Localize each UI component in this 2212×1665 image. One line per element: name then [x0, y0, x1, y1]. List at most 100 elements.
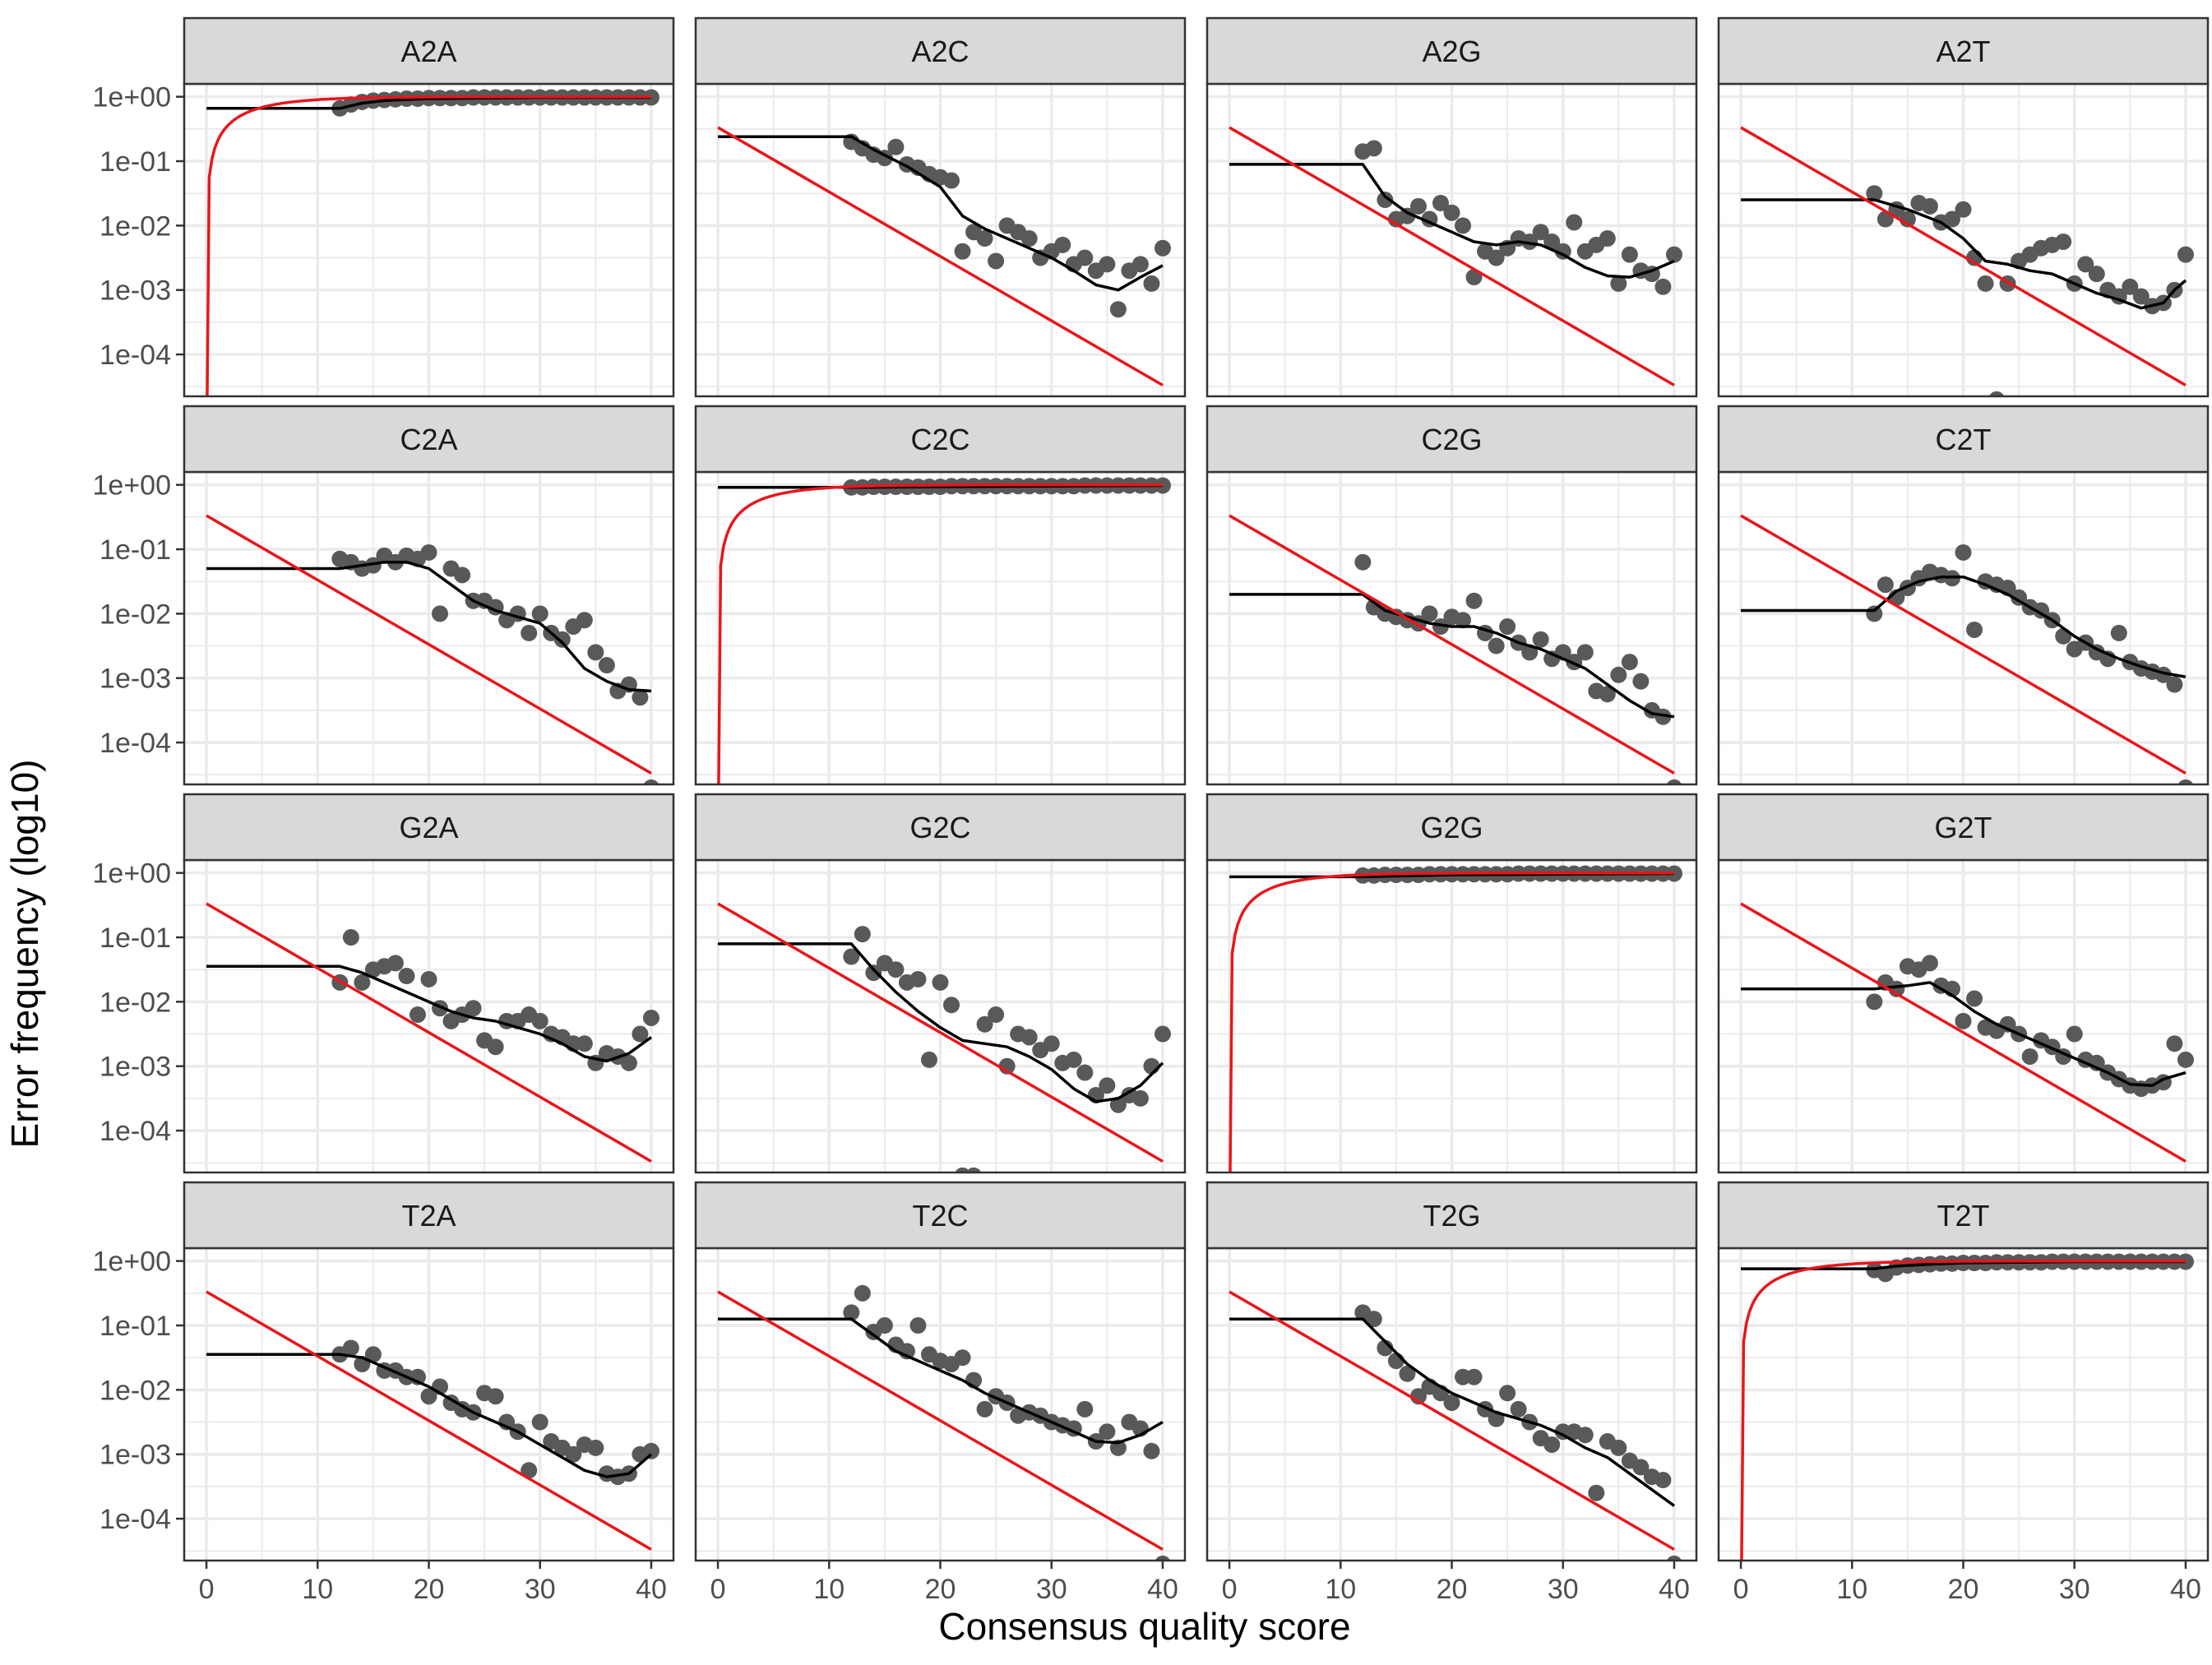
data-point: [1387, 1353, 1404, 1370]
data-point: [1443, 204, 1460, 221]
data-point: [342, 929, 359, 946]
y-tick-label: 1e-04: [99, 1116, 171, 1147]
data-point: [2177, 779, 2194, 784]
expected-line: [206, 514, 652, 775]
facet-strip: [1717, 16, 2210, 86]
data-point: [598, 657, 615, 674]
data-point: [420, 543, 437, 561]
data-point: [2055, 233, 2072, 250]
panel-data: [1740, 1253, 2194, 1561]
data-point: [1155, 1555, 1171, 1561]
expected-line: [1740, 514, 2187, 775]
facet-panel-g2a: G2A: [183, 793, 675, 1174]
data-point: [1020, 1029, 1038, 1046]
data-point: [1621, 654, 1638, 671]
y-tick-label: 1e-04: [99, 1504, 171, 1535]
data-point: [1432, 194, 1449, 211]
data-point: [1465, 592, 1483, 609]
data-point: [843, 1304, 860, 1321]
axes-layer: 1e+00 1e-01 1e-02 1e-03 1e-04 1e+00 1e-01 1e-02…: [93, 82, 2201, 1605]
expected-line: [717, 126, 1164, 386]
data-point: [587, 644, 604, 661]
data-point: [1043, 1035, 1060, 1052]
data-point: [465, 1000, 482, 1017]
data-point: [487, 1388, 504, 1405]
data-point: [1666, 779, 1682, 784]
data-point: [1610, 275, 1627, 292]
panel-data: [1740, 514, 2194, 784]
data-point: [1921, 197, 1938, 215]
data-point: [1154, 239, 1171, 257]
x-tick-label: 10: [1836, 1574, 1867, 1605]
data-point: [854, 926, 871, 943]
facet-panel-t2g: T2G: [1205, 1181, 1698, 1562]
facet-strip-label: T2C: [912, 1199, 968, 1233]
data-point: [1020, 230, 1038, 247]
facet-strip: [1717, 793, 2210, 862]
x-tick-label: 40: [1147, 1574, 1178, 1605]
facet-strip-label: G2T: [1934, 811, 1992, 844]
fitted-line: [1741, 981, 2187, 1087]
facet-strip: [1205, 793, 1698, 862]
x-tick-label: 20: [1948, 1574, 1979, 1605]
facet-strip: [183, 793, 675, 862]
facet-panel-g2g: G2G: [1205, 793, 1698, 1174]
expected-line: [717, 483, 1163, 784]
data-point: [1143, 1057, 1160, 1075]
x-tick-label: 30: [525, 1574, 556, 1605]
data-point: [1076, 1400, 1094, 1418]
x-tick-label: 0: [1222, 1574, 1238, 1605]
facet-strip-label: T2A: [401, 1199, 456, 1233]
data-point: [386, 955, 404, 972]
facet-panel-t2c: T2C: [694, 1181, 1187, 1562]
data-point: [1143, 275, 1160, 292]
facet-strip-label: T2G: [1423, 1199, 1480, 1233]
facet-strip: [1717, 405, 2210, 474]
data-point: [1666, 1555, 1682, 1561]
data-point: [965, 1167, 982, 1172]
panel-data: [206, 514, 659, 784]
facet-strip: [1717, 1181, 2210, 1250]
expected-line: [206, 1290, 652, 1551]
facet-panel-t2t: T2T: [1717, 1181, 2210, 1562]
data-point: [1365, 1311, 1382, 1328]
data-point: [1421, 605, 1438, 622]
fitted-line: [1741, 198, 2187, 310]
fitted-line: [1229, 163, 1675, 279]
x-tick-label: 10: [302, 1574, 333, 1605]
data-point: [1154, 1025, 1171, 1043]
data-point: [943, 997, 960, 1014]
data-point: [1510, 1400, 1527, 1418]
data-point: [1977, 275, 1994, 292]
x-tick-label: 10: [813, 1574, 845, 1605]
data-point: [1443, 1394, 1460, 1412]
data-point: [2166, 676, 2183, 693]
panel-data: [1229, 865, 1682, 1172]
data-point: [1532, 631, 1549, 648]
facet-panel-a2t: A2T: [1717, 16, 2210, 398]
data-point: [521, 1462, 538, 1479]
x-axis-title: Consensus quality score: [938, 1605, 1350, 1648]
y-tick-label: 1e-01: [99, 923, 171, 954]
facet-panel-t2a: T2A: [183, 1181, 675, 1562]
data-point: [2066, 1025, 2083, 1043]
data-point: [932, 974, 949, 991]
y-tick-label: 1e-02: [99, 210, 171, 242]
y-tick-label: 1e-03: [99, 1052, 171, 1083]
data-point: [487, 1038, 504, 1056]
facet-strip-label: A2G: [1422, 35, 1481, 68]
facet-strip-label: C2G: [1421, 423, 1482, 456]
x-tick-label: 10: [1325, 1574, 1356, 1605]
fitted-line: [1229, 1317, 1676, 1507]
data-point: [1521, 233, 1539, 250]
y-tick-label: 1e+00: [93, 858, 172, 890]
facet-strip-label: G2G: [1420, 811, 1483, 844]
fitted-line: [206, 560, 652, 693]
fitted-line: [718, 942, 1164, 1103]
panel-grid: [696, 1248, 1185, 1561]
data-point: [2110, 624, 2127, 641]
data-point: [976, 230, 993, 247]
data-point: [1455, 612, 1472, 629]
